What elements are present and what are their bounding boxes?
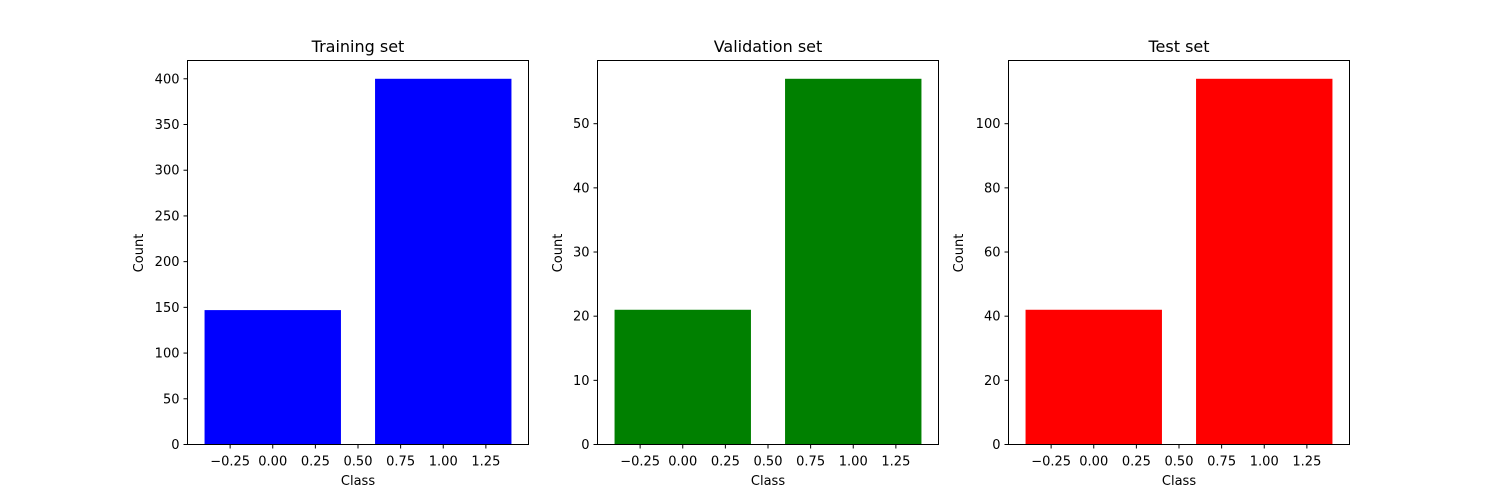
y-tick-label: 60 (984, 246, 1001, 261)
x-ticks: −0.25 0.00 0.25 0.50 0.75 1.00 1.25 (1031, 444, 1321, 470)
x-ticks: −0.25 0.00 0.25 0.50 0.75 1.00 1.25 (210, 444, 500, 470)
x-tick-label: 0.50 (1165, 455, 1194, 470)
x-tick-label: 1.25 (881, 455, 910, 470)
x-tick-label: 0.00 (668, 455, 697, 470)
x-tick-label: 1.00 (1250, 455, 1279, 470)
y-tick-label: 0 (581, 438, 589, 453)
y-axis-label: Count (551, 234, 566, 273)
bars (1025, 78, 1333, 445)
x-tick-label: 0.75 (1207, 455, 1236, 470)
bars (614, 78, 922, 445)
y-ticks: 0 20 40 60 80 100 (976, 117, 1009, 453)
panel-test: Test set Class Count −0.25 0.00 0.25 0.50 0.… (952, 37, 1350, 489)
y-tick-label: 0 (992, 438, 1000, 453)
bar-class-1 (785, 78, 922, 445)
y-tick-label: 350 (155, 118, 180, 133)
x-tick-label: 0.75 (386, 455, 415, 470)
y-axis-label: Count (952, 234, 967, 273)
x-axis-label: Class (341, 474, 375, 489)
y-tick-label: 30 (573, 246, 590, 261)
y-tick-label: 50 (163, 392, 180, 407)
panel-title: Validation set (714, 37, 823, 56)
x-tick-label: −0.25 (620, 455, 660, 470)
bar-class-0 (614, 309, 751, 445)
bars (204, 78, 512, 445)
y-tick-label: 40 (573, 181, 590, 196)
x-tick-label: 1.00 (839, 455, 868, 470)
y-ticks: 0 50 100 150 200 250 300 350 400 (155, 72, 188, 453)
x-tick-label: 1.25 (1292, 455, 1321, 470)
bar-class-1 (1196, 78, 1333, 445)
y-tick-label: 100 (976, 117, 1001, 132)
x-axis-label: Class (751, 474, 785, 489)
panel-training: Training set Class Count −0.25 0.00 0.25 0.… (132, 37, 529, 489)
y-tick-label: 20 (984, 374, 1001, 389)
panel-title: Test set (1147, 37, 1209, 56)
y-tick-label: 20 (573, 310, 590, 325)
x-ticks: −0.25 0.00 0.25 0.50 0.75 1.00 1.25 (620, 444, 910, 470)
x-tick-label: 1.25 (471, 455, 500, 470)
y-tick-label: 150 (155, 301, 180, 316)
x-tick-label: 0.75 (796, 455, 825, 470)
y-axis-label: Count (132, 234, 147, 273)
y-tick-label: 250 (155, 209, 180, 224)
y-tick-label: 50 (573, 117, 590, 132)
panel-title: Training set (311, 37, 405, 56)
y-tick-label: 80 (984, 181, 1001, 196)
x-tick-label: 0.00 (1079, 455, 1108, 470)
y-tick-label: 40 (984, 310, 1001, 325)
bar-class-1 (375, 78, 512, 445)
y-tick-label: 300 (155, 164, 180, 179)
x-tick-label: 0.00 (258, 455, 287, 470)
x-tick-label: −0.25 (210, 455, 250, 470)
panel-validation: Validation set Class Count −0.25 0.00 0.25… (551, 37, 939, 489)
y-tick-label: 0 (171, 438, 179, 453)
bar-class-0 (204, 310, 341, 445)
y-tick-label: 400 (155, 72, 180, 87)
y-tick-label: 10 (573, 374, 590, 389)
x-tick-label: 0.25 (301, 455, 330, 470)
x-axis-label: Class (1162, 474, 1196, 489)
y-ticks: 0 10 20 30 40 50 (573, 117, 598, 453)
x-tick-label: 0.50 (754, 455, 783, 470)
x-tick-label: 0.50 (344, 455, 373, 470)
x-tick-label: −0.25 (1031, 455, 1071, 470)
x-tick-label: 0.25 (1122, 455, 1151, 470)
bar-class-0 (1025, 309, 1162, 445)
x-tick-label: 1.00 (429, 455, 458, 470)
y-tick-label: 100 (155, 347, 180, 362)
y-tick-label: 200 (155, 255, 180, 270)
x-tick-label: 0.25 (711, 455, 740, 470)
